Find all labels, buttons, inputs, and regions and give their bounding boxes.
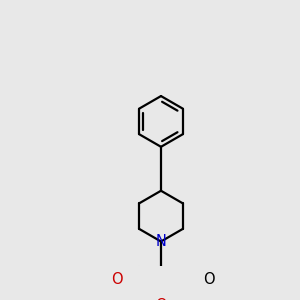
Text: O: O	[203, 272, 214, 287]
Text: O: O	[111, 272, 123, 287]
Text: O: O	[155, 298, 167, 300]
Text: N: N	[155, 234, 167, 249]
